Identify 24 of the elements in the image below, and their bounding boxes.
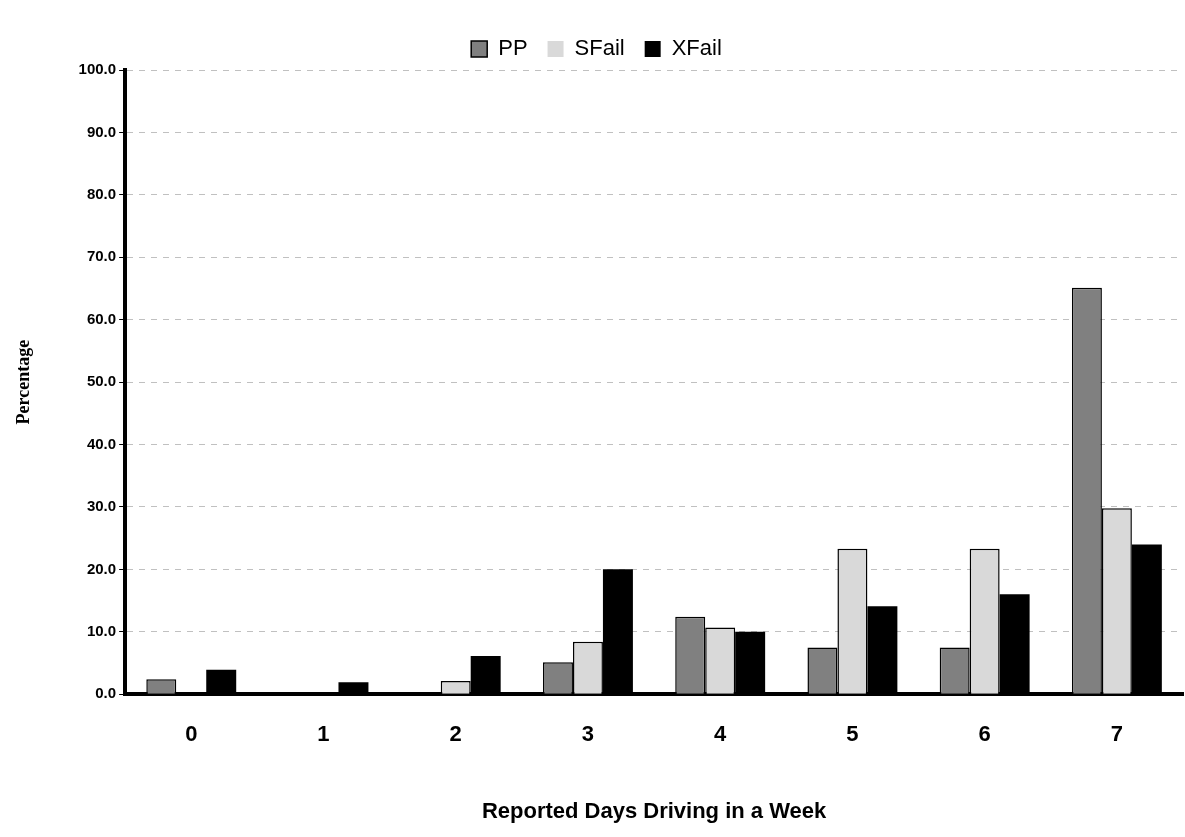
x-tick-label: 3 (581, 721, 595, 747)
legend-label: XFail (671, 35, 722, 61)
x-tick-label: 1 (317, 721, 330, 747)
y-tick-label: 60.0 (86, 309, 117, 327)
x-tick-label: 7 (1110, 721, 1124, 747)
y-tick-label: 80.0 (86, 184, 117, 202)
y-tick-label: 100.0 (78, 60, 117, 78)
x-tick-label: 5 (846, 721, 859, 747)
x-tick-label: 0 (185, 721, 198, 747)
y-tick-label: 40.0 (86, 434, 117, 452)
legend-label: SFail (574, 35, 625, 61)
y-tick-label: 50.0 (86, 372, 117, 390)
y-tick-label: 90.0 (86, 122, 117, 140)
y-tick-label: 30.0 (86, 497, 117, 515)
y-tick-label: 10.0 (86, 621, 117, 639)
x-tick-label: 2 (449, 721, 462, 747)
y-tick-label: 70.0 (86, 247, 117, 265)
y-axis-title: Percentage (13, 339, 34, 425)
x-axis-title: Reported Days Driving in a Week (481, 797, 828, 823)
y-tick-label: 0.0 (95, 684, 117, 702)
y-tick-label: 20.0 (86, 559, 117, 577)
x-tick-label: 6 (978, 721, 991, 747)
legend-label: PP (498, 35, 528, 61)
x-tick-label: 4 (714, 721, 728, 747)
